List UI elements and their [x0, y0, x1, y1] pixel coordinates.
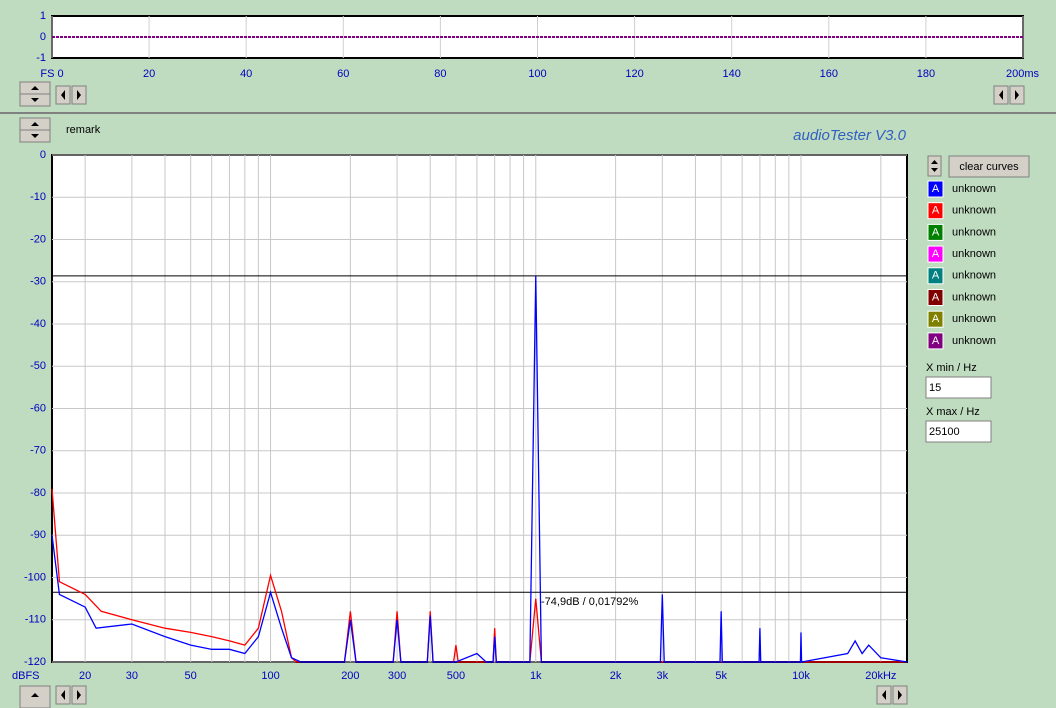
y-tick-label: -90	[30, 529, 46, 541]
y-tick-label: -40	[30, 318, 46, 330]
marker-annotation: -74,9dB / 0,01792%	[541, 596, 638, 608]
x-tick-label: 5k	[715, 670, 727, 682]
legend-tag: A	[932, 205, 940, 217]
y-tick-label: -80	[30, 487, 46, 499]
legend-swatch[interactable]	[927, 310, 944, 328]
bottom-scroll-right-2[interactable]	[892, 685, 908, 705]
legend-tag: A	[932, 313, 940, 325]
x-tick-label: 2k	[610, 670, 622, 682]
clear-curves-button[interactable]	[948, 155, 1030, 178]
legend-name: unknown	[952, 205, 996, 217]
legend-name: unknown	[952, 270, 996, 282]
legend-name: unknown	[952, 248, 996, 260]
scope-x-tick-label: 160	[820, 68, 838, 80]
x-tick-label: 300	[388, 670, 406, 682]
x-tick-label: 50	[185, 670, 197, 682]
scope-x-tick-label: 100	[528, 68, 546, 80]
y-tick-label: -100	[24, 571, 46, 583]
x-tick-label: 3k	[656, 670, 668, 682]
legend-swatch[interactable]	[927, 180, 944, 198]
xmax-value: 25100	[929, 426, 960, 438]
xmin-input[interactable]	[925, 376, 992, 399]
x-tick-label: 500	[447, 670, 465, 682]
scope-x-tick-label: 200ms	[1006, 68, 1040, 80]
scope-scroll-right[interactable]	[71, 85, 87, 105]
scope-x-tick-label: FS 0	[40, 68, 63, 80]
y-tick-label: 0	[40, 149, 46, 161]
scope-scroll-left-2[interactable]	[993, 85, 1009, 105]
scope-x-tick-label: 180	[917, 68, 935, 80]
legend-tag: A	[932, 183, 940, 195]
scope-x-tick-label: 20	[143, 68, 155, 80]
scope-x-tick-label: 60	[337, 68, 349, 80]
y-tick-label: -120	[24, 656, 46, 668]
x-tick-label: 100	[261, 670, 279, 682]
legend-tag: A	[932, 270, 940, 282]
remark: remark	[66, 124, 101, 136]
y-tick-label: -30	[30, 276, 46, 288]
x-tick-label: 20kHz	[865, 670, 896, 682]
legend-swatch[interactable]	[927, 332, 944, 350]
bottom-scroll-left[interactable]	[55, 685, 71, 705]
y-tick-label: -10	[30, 191, 46, 203]
legend-name: unknown	[952, 291, 996, 303]
spectrum-curve	[51, 275, 908, 663]
scope-x-tick-label: 120	[625, 68, 643, 80]
scope-x-tick-label: 40	[240, 68, 252, 80]
x-tick-label: 1k	[530, 670, 542, 682]
legend-tag: A	[932, 291, 940, 303]
bottom-scroll-right[interactable]	[71, 685, 87, 705]
xmin-label: X min / Hz	[926, 362, 977, 374]
legend-name: unknown	[952, 335, 996, 347]
scope-y-tick-label: 1	[40, 10, 46, 22]
y-tick-label: -70	[30, 445, 46, 457]
xmax-label: X max / Hz	[926, 406, 980, 418]
legend-tag: A	[932, 335, 940, 347]
x-tick-label: 10k	[792, 670, 810, 682]
legend-swatch[interactable]	[927, 267, 944, 285]
legend-swatch[interactable]	[927, 202, 944, 220]
scope-x-tick-label: 80	[434, 68, 446, 80]
scope-spin[interactable]	[19, 81, 51, 107]
y-unit: dBFS	[12, 670, 40, 682]
legend-name: unknown	[952, 183, 996, 195]
legend-tag: A	[932, 248, 940, 260]
scope-y-tick-label: 0	[40, 31, 46, 43]
x-tick-label: 200	[341, 670, 359, 682]
app-title: audioTester V3.0	[793, 127, 907, 144]
scope-y-tick-label: -1	[36, 52, 46, 64]
legend-tag: A	[932, 226, 940, 238]
legend-swatch[interactable]	[927, 245, 944, 263]
scope-scroll-right-2[interactable]	[1009, 85, 1025, 105]
legend-swatch[interactable]	[927, 223, 944, 241]
legend-swatch[interactable]	[927, 289, 944, 306]
y-tick-label: -60	[30, 402, 46, 414]
x-tick-label: 20	[79, 670, 91, 682]
y-tick-label: -20	[30, 233, 46, 245]
bottom-scroll-left-2[interactable]	[876, 685, 892, 705]
bottom-spin[interactable]	[19, 685, 51, 708]
legend-name: unknown	[952, 313, 996, 325]
y-tick-label: -110	[25, 614, 46, 626]
xmin-value: 15	[929, 382, 941, 394]
main-spin[interactable]	[19, 117, 51, 143]
xmax-input[interactable]	[925, 420, 992, 443]
x-tick-label: 30	[126, 670, 138, 682]
clear-curves-label: clear curves	[959, 161, 1019, 173]
y-tick-label: -50	[30, 360, 46, 372]
legend-name: unknown	[952, 226, 996, 238]
scope-x-tick-label: 140	[723, 68, 741, 80]
scope-scroll-left[interactable]	[55, 85, 71, 105]
side-spin[interactable]	[927, 155, 942, 177]
